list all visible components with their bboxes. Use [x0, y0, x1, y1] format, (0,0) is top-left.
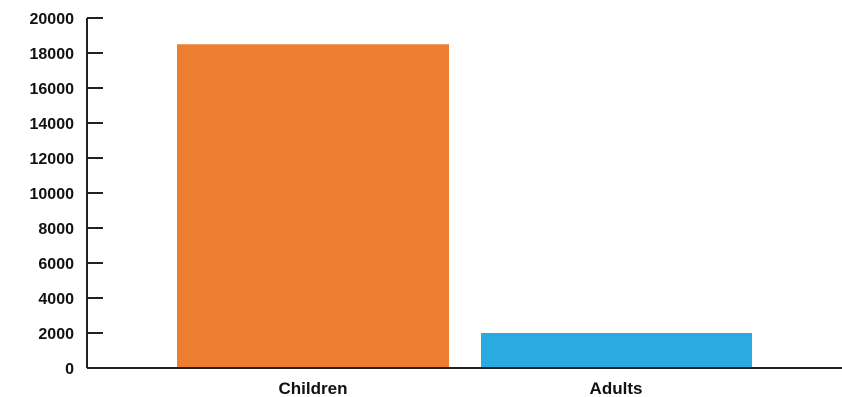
- x-tick-label: Adults: [590, 379, 643, 397]
- y-tick-label: 6000: [38, 256, 74, 273]
- y-tick-label: 18000: [30, 46, 75, 63]
- y-tick-label: 8000: [38, 221, 74, 238]
- x-axis: Children Adults: [87, 367, 842, 397]
- y-tick-label: 4000: [38, 291, 74, 308]
- y-axis: 0 2000 4000 6000 8000 10000 12000 14000 16000 180…: [30, 11, 103, 378]
- bars-group: [177, 44, 752, 368]
- y-tick-label: 2000: [38, 326, 74, 343]
- y-tick-label: 14000: [30, 116, 75, 133]
- y-tick-label: 12000: [30, 151, 75, 168]
- y-tick-label: 20000: [30, 11, 75, 28]
- y-tick-label: 10000: [30, 186, 75, 203]
- bar-children: [177, 44, 449, 368]
- x-tick-label: Children: [279, 379, 348, 397]
- bar-adults: [481, 333, 752, 368]
- y-tick-label: 0: [65, 361, 74, 378]
- y-tick-label: 16000: [30, 81, 75, 98]
